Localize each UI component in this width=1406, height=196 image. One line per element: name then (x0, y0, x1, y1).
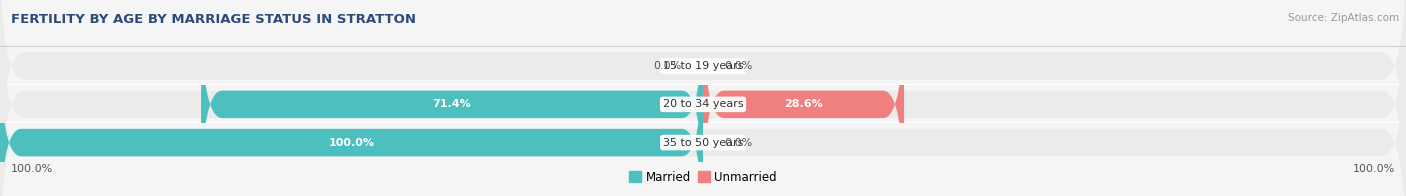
Text: 0.0%: 0.0% (654, 61, 682, 71)
FancyBboxPatch shape (703, 4, 904, 196)
Text: 71.4%: 71.4% (433, 99, 471, 109)
Text: 28.6%: 28.6% (785, 99, 823, 109)
Text: Source: ZipAtlas.com: Source: ZipAtlas.com (1288, 13, 1399, 23)
Legend: Married, Unmarried: Married, Unmarried (624, 166, 782, 188)
Text: 100.0%: 100.0% (329, 138, 374, 148)
Text: 0.0%: 0.0% (724, 138, 752, 148)
Text: 0.0%: 0.0% (724, 61, 752, 71)
Text: 15 to 19 years: 15 to 19 years (662, 61, 744, 71)
Text: 100.0%: 100.0% (1353, 164, 1395, 174)
FancyBboxPatch shape (0, 42, 703, 196)
Text: 20 to 34 years: 20 to 34 years (662, 99, 744, 109)
Text: FERTILITY BY AGE BY MARRIAGE STATUS IN STRATTON: FERTILITY BY AGE BY MARRIAGE STATUS IN S… (11, 13, 416, 26)
FancyBboxPatch shape (0, 0, 1406, 186)
FancyBboxPatch shape (0, 23, 1406, 196)
Text: 100.0%: 100.0% (11, 164, 53, 174)
Text: 35 to 50 years: 35 to 50 years (662, 138, 744, 148)
FancyBboxPatch shape (201, 4, 703, 196)
